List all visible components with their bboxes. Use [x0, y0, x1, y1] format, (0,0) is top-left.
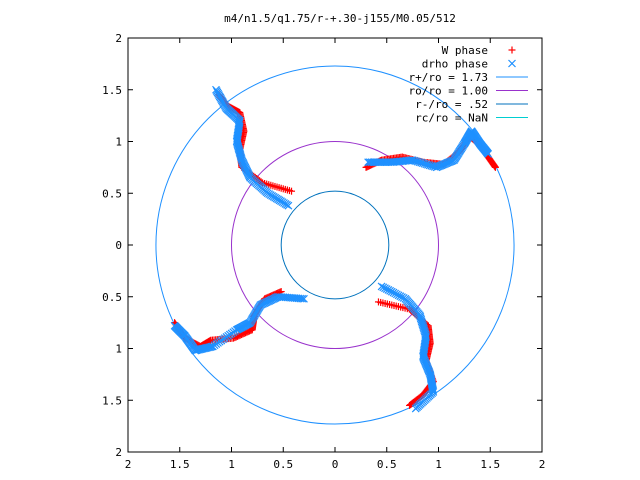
- data-point-s1-a0-112: [170, 321, 179, 330]
- y-tick-label: 0.5: [102, 187, 122, 200]
- x-tick-label: 0.5: [377, 458, 397, 471]
- y-tick-label: 1.5: [102, 394, 122, 407]
- y-tick-label: 1: [115, 343, 122, 356]
- legend-label: W phase: [442, 44, 488, 57]
- axis-ticks: 2 1.5 1 0.5 0 0.5 1 1.5 221.510.500.511.52: [102, 32, 545, 471]
- data-point-s1-a1-112: [484, 149, 493, 158]
- y-tick-label: 1.5: [102, 84, 122, 97]
- legend-label: rc/ro = NaN: [415, 112, 488, 125]
- y-tick-label: 1: [115, 136, 122, 149]
- circle-series-2: [155, 65, 515, 425]
- reference-circles: [155, 65, 515, 425]
- data-point-s1-a3-98: [411, 404, 420, 413]
- legend-marker-1: [508, 59, 516, 68]
- data-point-s1-a3-83: [429, 386, 438, 395]
- legend-label: drho phase: [422, 58, 488, 71]
- circle-series-4: [280, 190, 390, 300]
- y-tick-label: 0: [115, 239, 122, 252]
- data-point-s1-a2-98: [212, 85, 220, 94]
- x-tick-label: 0.5: [273, 458, 293, 471]
- data-point-s0-a1-126: [491, 163, 499, 171]
- legend-label: ro/ro = 1.00: [409, 85, 488, 98]
- legend-label: r+/ro = 1.73: [409, 71, 488, 84]
- x-tick-label: 1: [228, 458, 235, 471]
- x-tick-label: 2: [125, 458, 132, 471]
- x-tick-label: 0: [332, 458, 339, 471]
- x-tick-label: 1.5: [480, 458, 500, 471]
- chart-title: m4/n1.5/q1.75/r-+.30-j155/M0.05/512: [224, 12, 456, 25]
- legend-label: r-/ro = .52: [415, 98, 488, 111]
- circle-series-3: [231, 141, 439, 349]
- y-tick-label: 2: [115, 32, 122, 45]
- x-tick-label: 1.5: [170, 458, 190, 471]
- x-tick-label: 1: [435, 458, 442, 471]
- markers: [170, 85, 499, 413]
- data-point-s0-a3-97: [406, 401, 414, 409]
- y-tick-label: 2: [115, 446, 122, 459]
- legend-marker-0: [508, 46, 516, 54]
- x-tick-label: 2: [539, 458, 546, 471]
- y-tick-label: 0.5: [102, 291, 122, 304]
